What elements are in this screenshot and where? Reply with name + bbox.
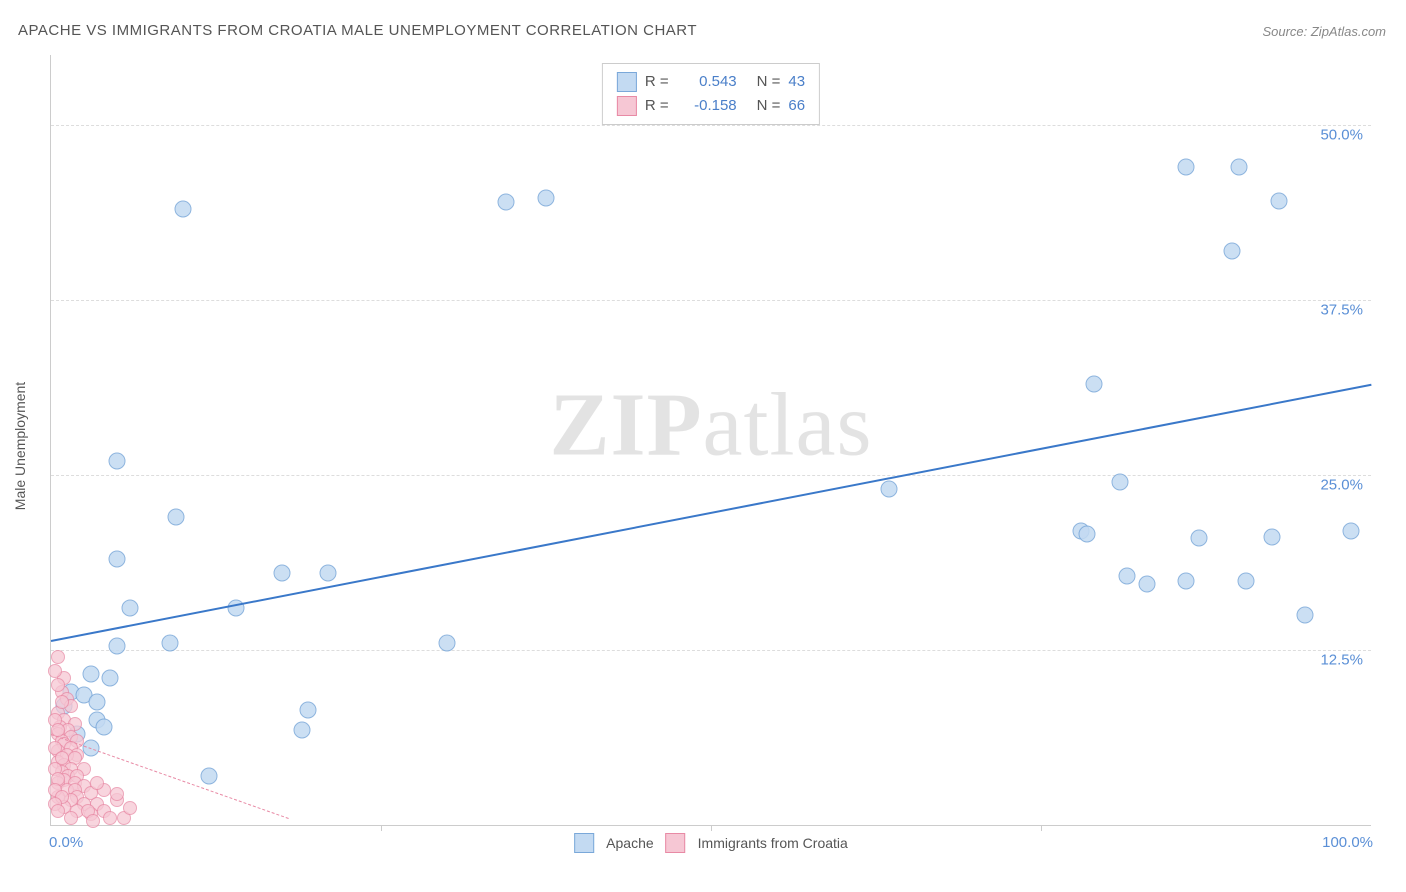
data-point	[1112, 474, 1129, 491]
data-point	[201, 768, 218, 785]
watermark: ZIPatlas	[550, 373, 873, 476]
data-point	[1231, 159, 1248, 176]
watermark-bold: ZIP	[550, 375, 703, 474]
data-point	[109, 453, 126, 470]
data-point	[1178, 159, 1195, 176]
x-tick	[381, 825, 382, 831]
data-point	[1191, 530, 1208, 547]
data-point	[1138, 576, 1155, 593]
data-point	[1079, 525, 1096, 542]
data-point	[538, 189, 555, 206]
x-tick	[1041, 825, 1042, 831]
y-tick-label: 12.5%	[1320, 652, 1363, 669]
data-point	[48, 664, 62, 678]
data-point	[109, 551, 126, 568]
x-tick	[711, 825, 712, 831]
data-point	[1270, 192, 1287, 209]
data-point	[89, 693, 106, 710]
data-point	[274, 565, 291, 582]
legend-row: R = -0.158 N = 66	[617, 94, 805, 118]
data-point	[102, 670, 119, 687]
legend-swatch	[617, 72, 637, 92]
legend-n-value: 43	[788, 70, 805, 94]
data-point	[439, 635, 456, 652]
data-point	[1085, 376, 1102, 393]
legend-r-value: -0.158	[677, 94, 737, 118]
gridline	[51, 475, 1371, 476]
data-point	[123, 801, 137, 815]
legend-row: R = 0.543 N = 43	[617, 70, 805, 94]
source-attribution: Source: ZipAtlas.com	[1262, 24, 1386, 39]
legend-series-name: Apache	[606, 835, 653, 851]
legend-swatch	[574, 833, 594, 853]
legend-swatch	[617, 96, 637, 116]
chart-title: APACHE VS IMMIGRANTS FROM CROATIA MALE U…	[18, 22, 697, 39]
data-point	[1297, 607, 1314, 624]
x-min-label: 0.0%	[49, 834, 83, 851]
data-point	[168, 509, 185, 526]
data-point	[300, 702, 317, 719]
data-point	[1118, 567, 1135, 584]
data-point	[293, 721, 310, 738]
data-point	[82, 665, 99, 682]
legend-r-label: R =	[645, 94, 669, 118]
data-point	[103, 811, 117, 825]
gridline	[51, 650, 1371, 651]
plot-area: ZIPatlas R =0.543N =43R =-0.158N =66 Apa…	[50, 55, 1371, 826]
data-point	[95, 719, 112, 736]
trend-line	[51, 384, 1371, 642]
y-tick-label: 37.5%	[1320, 302, 1363, 319]
data-point	[51, 678, 65, 692]
data-point	[55, 695, 69, 709]
data-point	[161, 635, 178, 652]
data-point	[86, 814, 100, 828]
data-point	[110, 787, 124, 801]
data-point	[64, 811, 78, 825]
data-point	[1178, 573, 1195, 590]
data-point	[175, 201, 192, 218]
data-point	[498, 194, 515, 211]
y-axis-label: Male Unemployment	[12, 382, 28, 510]
data-point	[1224, 243, 1241, 260]
y-tick-label: 25.0%	[1320, 477, 1363, 494]
legend-n-label: N =	[757, 70, 781, 94]
x-max-label: 100.0%	[1322, 834, 1373, 851]
gridline	[51, 300, 1371, 301]
legend-n-label: N =	[757, 94, 781, 118]
gridline	[51, 125, 1371, 126]
data-point	[1264, 528, 1281, 545]
data-point	[881, 481, 898, 498]
y-tick-label: 50.0%	[1320, 127, 1363, 144]
data-point	[1237, 573, 1254, 590]
data-point	[1343, 523, 1360, 540]
legend-r-label: R =	[645, 70, 669, 94]
data-point	[90, 776, 104, 790]
correlation-legend: R = 0.543 N = 43 R = -0.158 N = 66	[602, 63, 820, 125]
legend-swatch	[666, 833, 686, 853]
watermark-rest: atlas	[703, 375, 873, 474]
data-point	[320, 565, 337, 582]
data-point	[51, 650, 65, 664]
legend-n-value: 66	[788, 94, 805, 118]
legend-series-name: Immigrants from Croatia	[698, 835, 848, 851]
data-point	[109, 637, 126, 654]
data-point	[51, 804, 65, 818]
data-point	[122, 600, 139, 617]
series-legend: Apache Immigrants from Croatia	[574, 833, 848, 853]
legend-r-value: 0.543	[677, 70, 737, 94]
